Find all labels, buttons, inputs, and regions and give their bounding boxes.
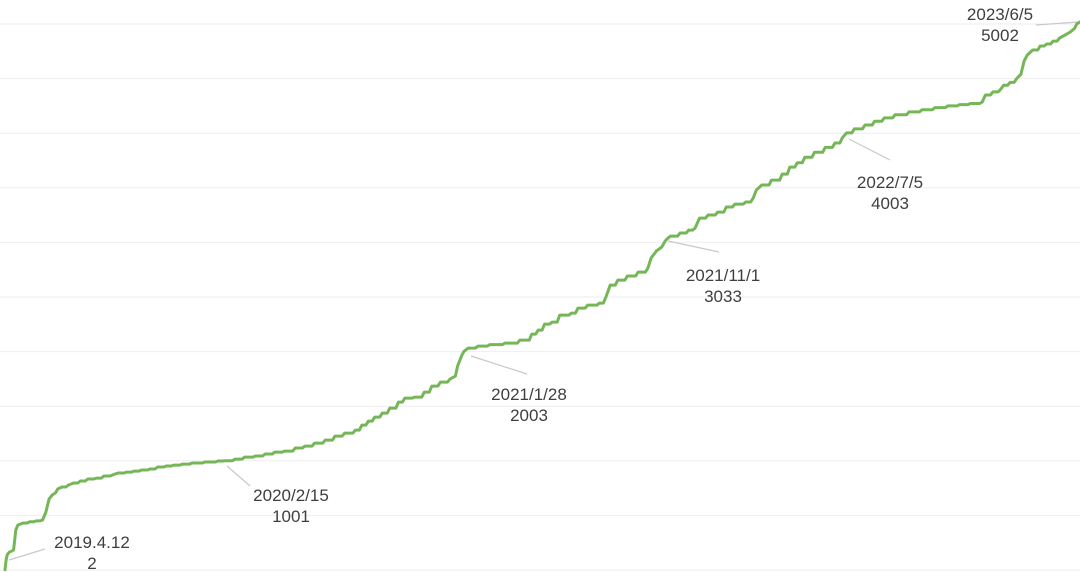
annotation-value-label: 3033	[704, 287, 742, 306]
annotation-value-label: 4003	[871, 194, 909, 213]
annotation-date-label: 2023/6/5	[967, 5, 1033, 24]
annotation-leader-line	[8, 548, 46, 561]
annotation-leader-line	[667, 240, 720, 253]
annotation-date-label: 2021/1/28	[491, 385, 567, 404]
annotation-value-label: 1001	[272, 507, 310, 526]
annotation-value-label: 2003	[510, 406, 548, 425]
annotation-leader-line	[470, 355, 528, 375]
annotation-date-label: 2021/11/1	[686, 266, 760, 285]
annotation-date-label: 2022/7/5	[857, 173, 923, 192]
annotation-leader-line	[1035, 21, 1079, 26]
annotation-date-label: 2019.4.12	[54, 533, 130, 552]
annotation-value-label: 2	[87, 554, 96, 572]
annotation-date-label: 2020/2/15	[253, 486, 329, 505]
annotation-leader-line	[226, 465, 251, 487]
annotation-leader-line	[848, 138, 891, 161]
annotation-value-label: 5002	[981, 26, 1019, 45]
chart-line	[3, 20, 1080, 572]
